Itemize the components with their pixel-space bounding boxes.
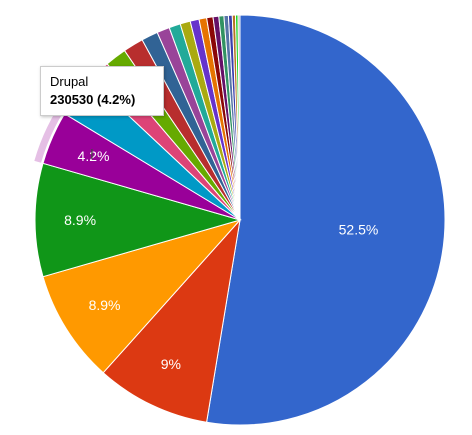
slice-label-4: 4.2% bbox=[78, 148, 110, 164]
slice-label-3: 8.9% bbox=[64, 212, 96, 228]
slice-highlight-ring bbox=[34, 109, 63, 163]
slice-label-1: 9% bbox=[161, 356, 181, 372]
pie-slice-0[interactable] bbox=[206, 14, 446, 426]
pie-slice-22[interactable] bbox=[237, 14, 241, 221]
text-cursor-icon: I bbox=[90, 148, 94, 163]
pie-slice-1[interactable] bbox=[102, 218, 241, 423]
tooltip-value: 230530 (4.2%) bbox=[50, 92, 136, 107]
chart-tooltip: Drupal 230530 (4.2%) bbox=[40, 66, 164, 116]
slice-label-0: 52.5% bbox=[339, 222, 379, 238]
pie-slice-2[interactable] bbox=[42, 219, 242, 374]
slice-label-2: 8.9% bbox=[89, 297, 121, 313]
pie-slice-3[interactable] bbox=[34, 162, 242, 278]
highlight-ring-4 bbox=[34, 109, 63, 163]
pie-slice-labels: 52.5% 9% 8.9% 8.9% 4.2% bbox=[64, 148, 378, 372]
tooltip-series-name: Drupal bbox=[50, 74, 89, 89]
